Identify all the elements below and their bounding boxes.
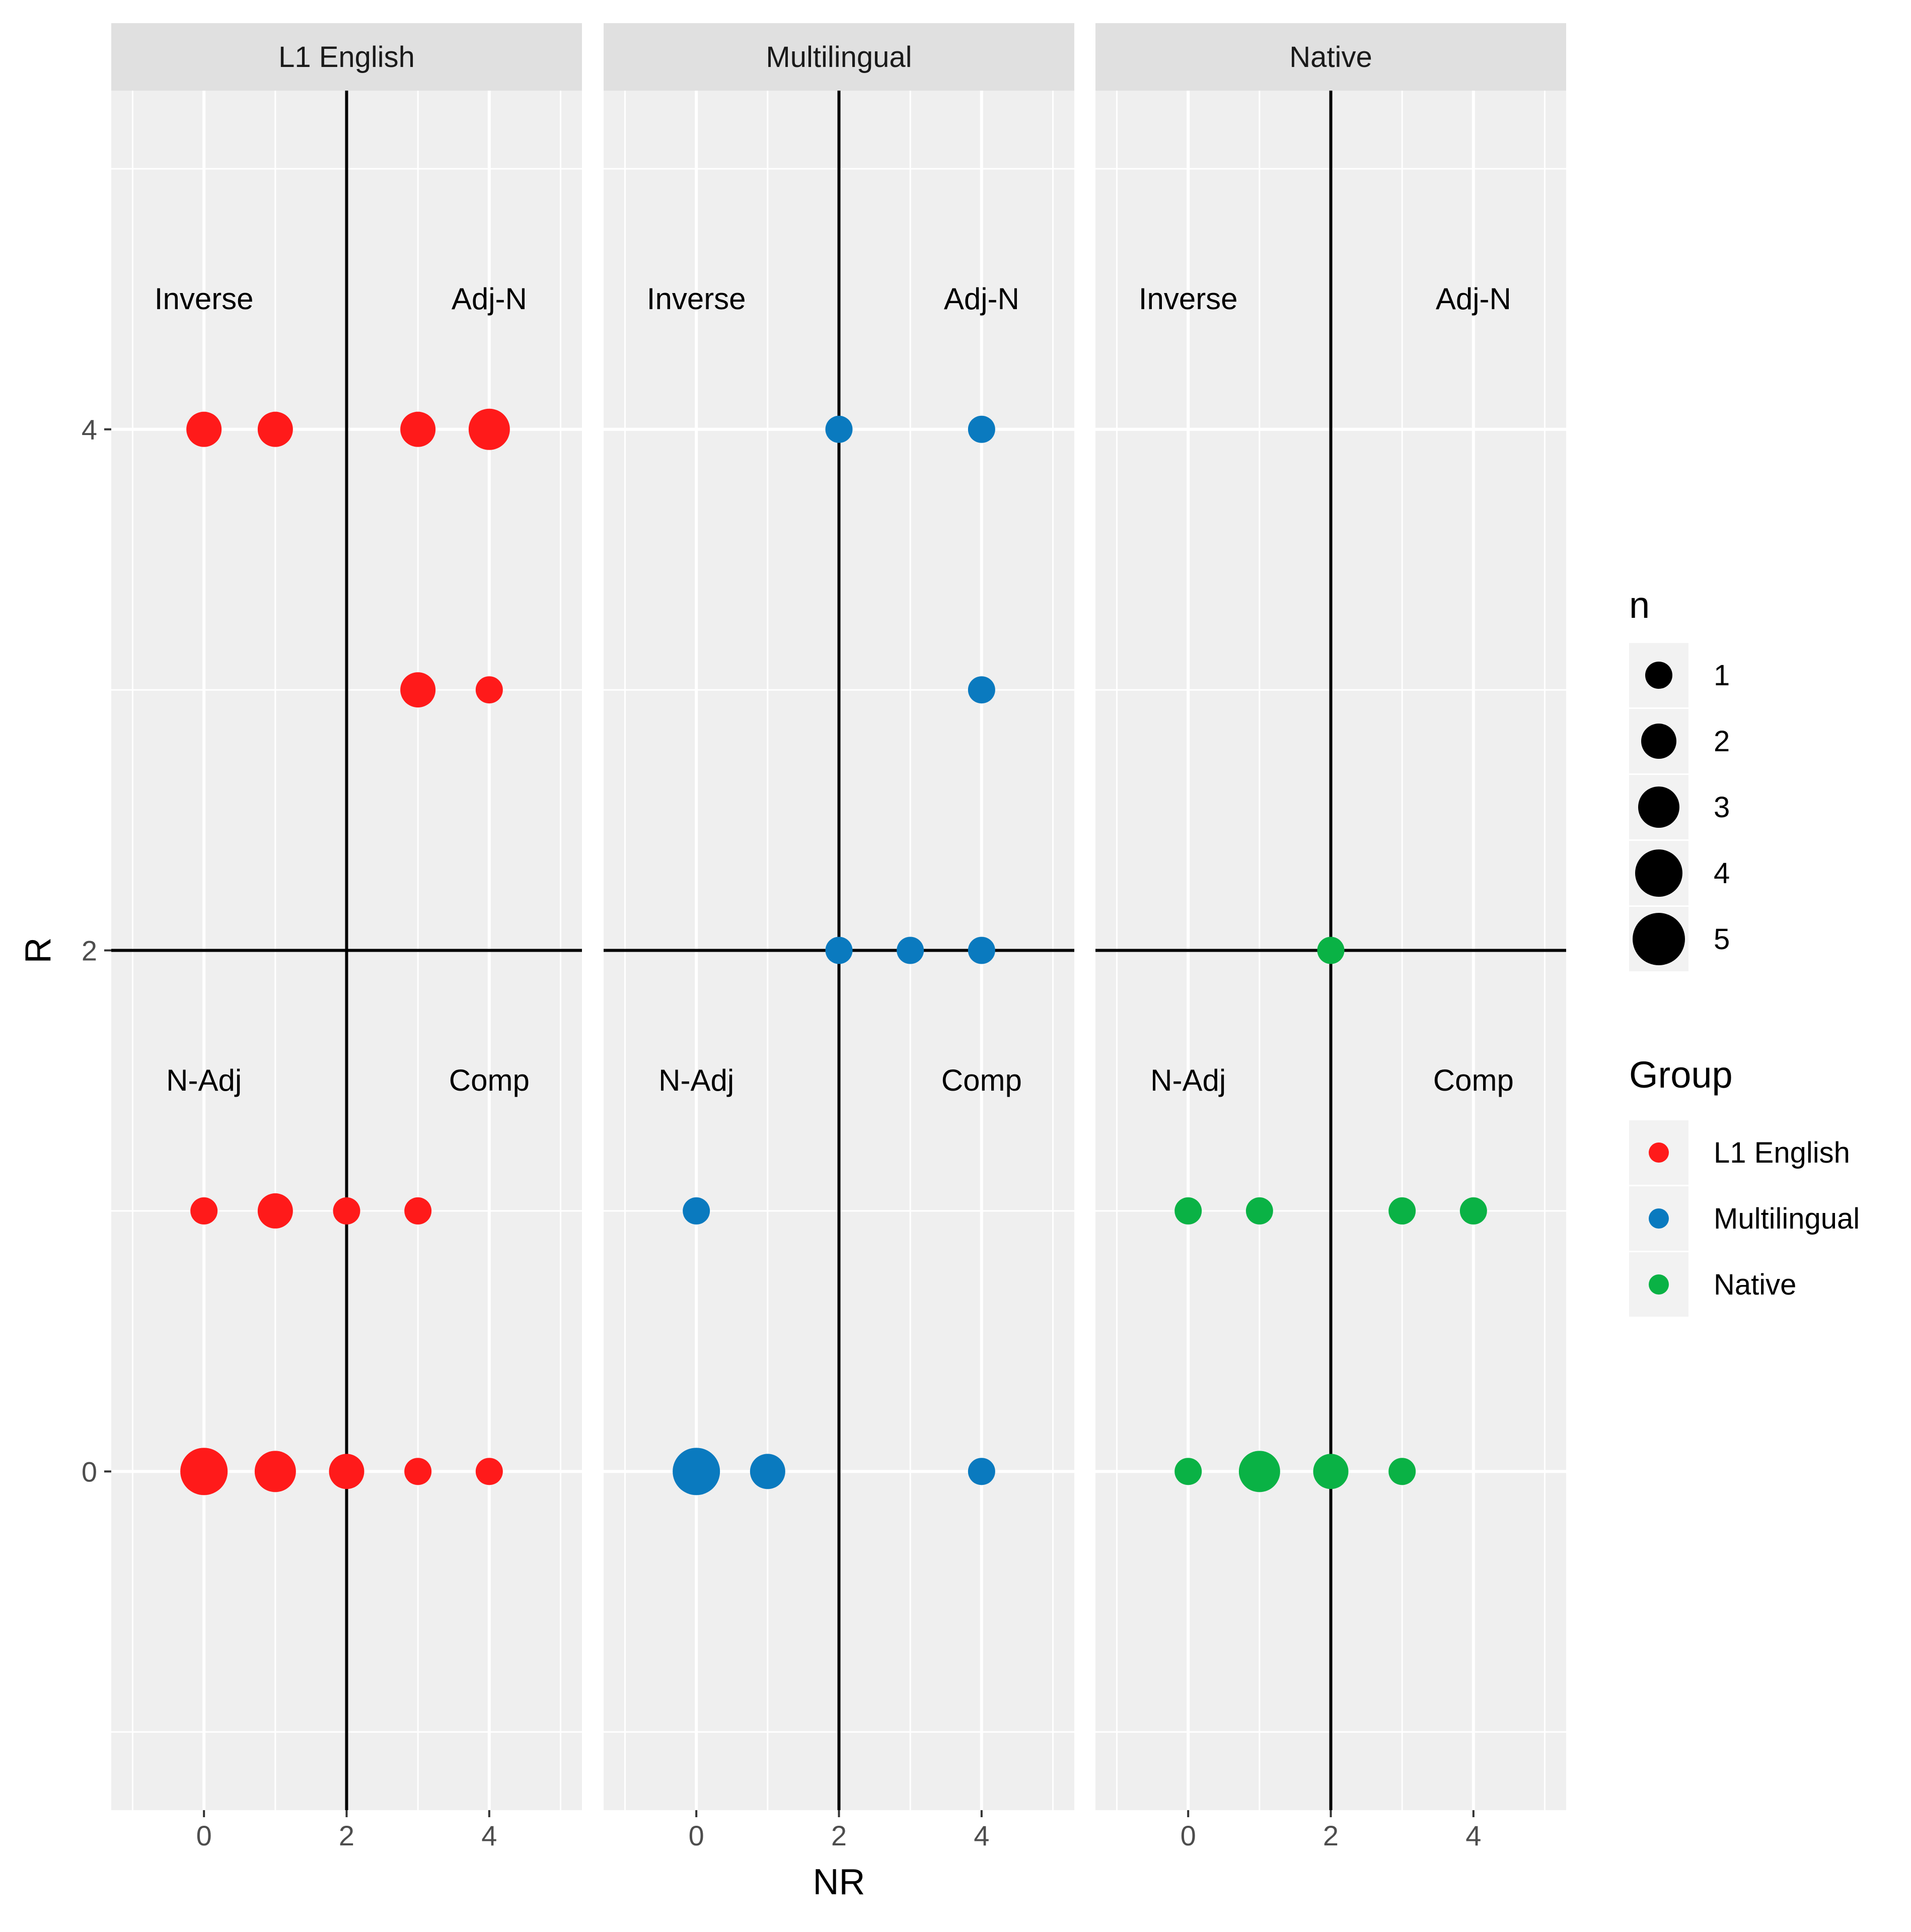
legend-size-label: 2 bbox=[1714, 725, 1730, 758]
y-tick-label: 0 bbox=[82, 1456, 97, 1487]
data-point bbox=[1238, 1451, 1280, 1492]
data-point bbox=[333, 1197, 360, 1225]
data-point bbox=[1388, 1458, 1416, 1485]
facet-strip bbox=[604, 23, 1074, 91]
facet-panel: Native Inverse Adj-N N-Adj Comp 0 2 4 bbox=[1095, 23, 1566, 1851]
data-point bbox=[257, 1193, 293, 1229]
y-tick-label: 2 bbox=[82, 935, 97, 967]
data-point bbox=[468, 408, 510, 450]
data-point bbox=[1174, 1458, 1202, 1485]
x-tick-label: 0 bbox=[196, 1820, 212, 1851]
legend-size-marker bbox=[1635, 849, 1682, 897]
facet-panel: Multilingual Inverse Adj-N N-Adj Comp 0 2 4 bbox=[604, 23, 1074, 1851]
data-point bbox=[257, 411, 293, 447]
data-point bbox=[825, 937, 853, 964]
facet-strip-label: Multilingual bbox=[766, 41, 912, 74]
data-point bbox=[1388, 1197, 1416, 1225]
data-point bbox=[186, 411, 222, 447]
legend-size-label: 1 bbox=[1714, 659, 1730, 692]
data-point bbox=[329, 1454, 364, 1489]
data-point bbox=[404, 1197, 432, 1225]
y-axis-title: R bbox=[18, 938, 58, 964]
data-point bbox=[400, 672, 436, 708]
data-point bbox=[475, 676, 503, 704]
legend-size-marker bbox=[1645, 662, 1672, 689]
x-tick-label: 2 bbox=[831, 1820, 847, 1851]
x-tick-label: 4 bbox=[974, 1820, 989, 1851]
data-point bbox=[968, 676, 995, 704]
data-point bbox=[400, 411, 436, 447]
data-point bbox=[1174, 1197, 1202, 1225]
legend-size-marker bbox=[1633, 913, 1685, 965]
legend-size-label: 4 bbox=[1714, 857, 1730, 890]
quadrant-label: Comp bbox=[1433, 1063, 1514, 1097]
facet-strip-label: L1 English bbox=[278, 41, 415, 74]
quadrant-label: Inverse bbox=[155, 282, 254, 316]
x-tick-label: 4 bbox=[1465, 1820, 1481, 1851]
data-point bbox=[1313, 1454, 1349, 1489]
legend-group-marker bbox=[1649, 1274, 1669, 1295]
data-point bbox=[968, 415, 995, 443]
data-point bbox=[897, 937, 924, 964]
legend-size-marker bbox=[1638, 786, 1679, 828]
legend-group-marker bbox=[1649, 1142, 1669, 1163]
quadrant-label: Adj-N bbox=[1436, 282, 1511, 316]
legend-group-label: Native bbox=[1714, 1268, 1796, 1301]
legend-size-title: n bbox=[1629, 584, 1650, 626]
x-tick-label: 2 bbox=[339, 1820, 354, 1851]
legend: n 1 2 3 4 5 Group L1 English Multilingual Native bbox=[1629, 584, 1860, 1317]
data-point bbox=[968, 1458, 995, 1485]
facet-strip bbox=[111, 23, 582, 91]
data-point bbox=[475, 1458, 503, 1485]
data-point bbox=[750, 1454, 785, 1489]
data-point bbox=[180, 1448, 228, 1495]
facet-strip bbox=[1095, 23, 1566, 91]
data-point bbox=[1459, 1197, 1487, 1225]
data-point bbox=[404, 1458, 432, 1485]
data-point bbox=[254, 1451, 296, 1492]
quadrant-label: Inverse bbox=[647, 282, 746, 316]
quadrant-label: Adj-N bbox=[452, 282, 527, 316]
x-tick-label: 4 bbox=[481, 1820, 497, 1851]
data-point bbox=[190, 1197, 218, 1225]
quadrant-label: Comp bbox=[941, 1063, 1022, 1097]
data-point bbox=[673, 1448, 720, 1495]
legend-group-title: Group bbox=[1629, 1054, 1733, 1096]
quadrant-label: N-Adj bbox=[166, 1063, 242, 1097]
x-axis-title: NR bbox=[813, 1862, 865, 1902]
legend-size-label: 3 bbox=[1714, 791, 1730, 824]
facet-strip-label: Native bbox=[1289, 41, 1372, 74]
legend-group-label: L1 English bbox=[1714, 1136, 1850, 1169]
data-point bbox=[683, 1197, 710, 1225]
data-point bbox=[825, 415, 853, 443]
y-axis: 0 2 4 bbox=[82, 414, 111, 1487]
quadrant-label: N-Adj bbox=[658, 1063, 734, 1097]
data-point bbox=[968, 937, 995, 964]
x-tick-label: 0 bbox=[1181, 1820, 1196, 1851]
data-point bbox=[1245, 1197, 1273, 1225]
legend-group-label: Multilingual bbox=[1714, 1202, 1860, 1235]
x-tick-label: 0 bbox=[689, 1820, 704, 1851]
legend-group-marker bbox=[1649, 1208, 1669, 1229]
quadrant-label: N-Adj bbox=[1150, 1063, 1226, 1097]
y-tick-label: 4 bbox=[82, 414, 97, 446]
quadrant-label: Adj-N bbox=[944, 282, 1019, 316]
quadrant-label: Comp bbox=[449, 1063, 530, 1097]
legend-size-marker bbox=[1641, 724, 1676, 759]
facet-panel: L1 English Inverse Adj-N N-Adj Comp 0 2 4 bbox=[111, 23, 582, 1851]
data-point bbox=[1317, 937, 1345, 964]
legend-size-label: 5 bbox=[1714, 923, 1730, 956]
quadrant-label: Inverse bbox=[1139, 282, 1238, 316]
x-tick-label: 2 bbox=[1323, 1820, 1339, 1851]
